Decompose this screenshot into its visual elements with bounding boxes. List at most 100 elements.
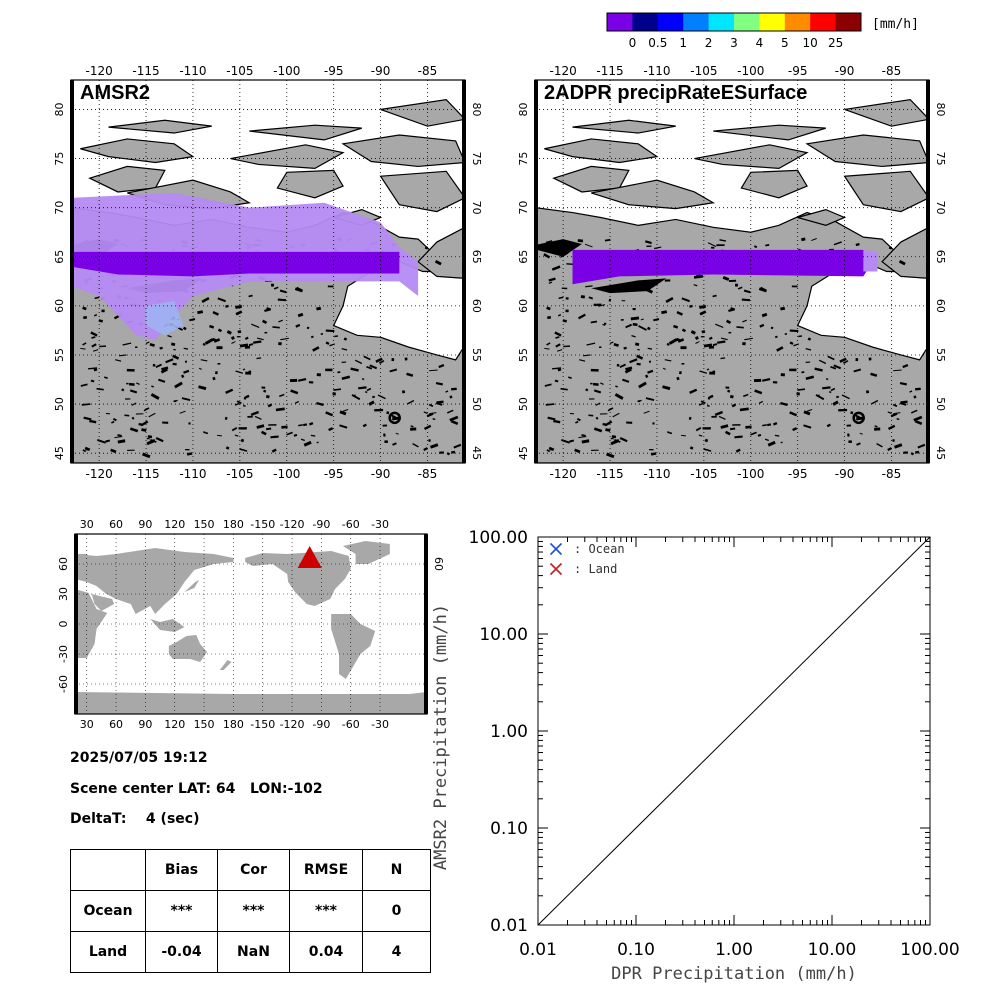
lake xyxy=(615,385,618,388)
lake xyxy=(277,298,286,302)
lake xyxy=(91,336,96,339)
lon-tick-label: -115 xyxy=(596,467,623,481)
lake xyxy=(101,309,105,313)
lake xyxy=(690,330,696,335)
lake xyxy=(546,342,551,346)
globe-lon-label: 30 xyxy=(80,518,94,531)
lake xyxy=(602,422,607,427)
lake xyxy=(545,403,555,406)
lake xyxy=(579,359,586,362)
lake xyxy=(358,386,367,390)
legend-marker xyxy=(549,542,563,556)
lake xyxy=(143,407,150,412)
lake xyxy=(91,343,97,348)
table-header-cell: N xyxy=(362,849,431,891)
lake xyxy=(909,390,913,393)
lake xyxy=(554,379,559,383)
lake xyxy=(675,337,682,343)
lake xyxy=(700,400,706,405)
lake xyxy=(275,407,285,412)
lake xyxy=(695,426,702,432)
lake xyxy=(637,348,640,351)
lake xyxy=(362,423,367,428)
lake xyxy=(604,238,611,242)
lake xyxy=(432,418,436,421)
lake xyxy=(110,448,117,454)
legend-label: : Land xyxy=(574,562,617,576)
lake xyxy=(807,337,812,341)
table-header-row: Bias Cor RMSE N xyxy=(70,849,431,891)
lake xyxy=(870,372,878,377)
lake xyxy=(242,368,246,371)
lake xyxy=(289,378,298,383)
globe-land xyxy=(184,580,200,592)
x-axis-label: DPR Precipitation (mm/h) xyxy=(611,964,857,984)
lake xyxy=(578,435,587,439)
lake xyxy=(438,363,445,369)
lake xyxy=(80,347,86,350)
lake xyxy=(668,338,678,345)
lake xyxy=(253,340,262,344)
table-cell: 0.04 xyxy=(289,931,363,973)
lake xyxy=(384,440,388,444)
lake xyxy=(155,363,162,369)
lake xyxy=(703,343,713,348)
lake xyxy=(150,438,157,443)
lake xyxy=(742,319,747,323)
lake xyxy=(353,394,356,397)
lat-tick-label: 70 xyxy=(53,201,66,215)
lat-tick-label: 55 xyxy=(934,348,947,362)
lake xyxy=(226,330,232,335)
lake xyxy=(548,446,555,451)
lat-tick-label: 65 xyxy=(470,250,483,264)
dpr-map-title: 2ADPR precipRateESurface xyxy=(544,82,808,104)
lake xyxy=(729,394,734,399)
lon-tick-label: -85 xyxy=(882,64,902,78)
lat-tick-label: 55 xyxy=(53,348,66,362)
lon-tick-label: -105 xyxy=(690,467,717,481)
lake xyxy=(729,427,736,431)
lake xyxy=(451,387,457,391)
lake xyxy=(832,400,839,406)
lon-tick-label: -100 xyxy=(273,64,300,78)
lake xyxy=(876,442,883,448)
amsr2-map-panel: -120 -120 -115 -115 -110 -110 -105 -105 -100 -100… xyxy=(53,64,483,481)
lake xyxy=(225,446,230,450)
lon-tick-label: -90 xyxy=(835,467,855,481)
lake xyxy=(212,376,216,381)
colorbar-unit: [mm/h] xyxy=(872,17,919,32)
lake xyxy=(699,370,707,374)
lake xyxy=(112,417,117,422)
lake xyxy=(841,394,850,400)
lake xyxy=(147,435,153,439)
lake xyxy=(562,319,568,323)
lake xyxy=(709,394,714,399)
scatter-plot: 0.01 0.10 1.00 10.00 100.00 0.01 0.10 1.00 10.00… xyxy=(431,528,960,984)
lake xyxy=(145,341,150,344)
lat-tick-label: 45 xyxy=(53,446,66,460)
lake xyxy=(560,387,568,391)
lat-tick-label: 80 xyxy=(517,102,530,116)
lake xyxy=(453,443,462,449)
lake xyxy=(732,424,741,426)
lake xyxy=(835,395,840,399)
globe-lon-label: 150 xyxy=(194,518,215,531)
lake xyxy=(286,431,293,436)
lake xyxy=(818,359,827,365)
lake xyxy=(583,354,591,357)
globe-lon-label: -120 xyxy=(280,718,305,731)
arctic-island xyxy=(795,208,847,226)
lake xyxy=(664,359,672,362)
lake xyxy=(588,414,594,417)
lat-tick-label: 70 xyxy=(934,201,947,215)
lake xyxy=(124,414,130,417)
colorbar-tick-label: 3 xyxy=(730,36,738,50)
globe-land xyxy=(75,548,234,614)
lon-tick-label: -110 xyxy=(643,467,670,481)
globe-land xyxy=(233,692,427,714)
precip-light-area xyxy=(863,249,878,272)
globe-lat-label: -60 xyxy=(57,675,70,693)
lake xyxy=(565,297,569,300)
lake xyxy=(822,386,831,390)
lake xyxy=(105,439,111,443)
